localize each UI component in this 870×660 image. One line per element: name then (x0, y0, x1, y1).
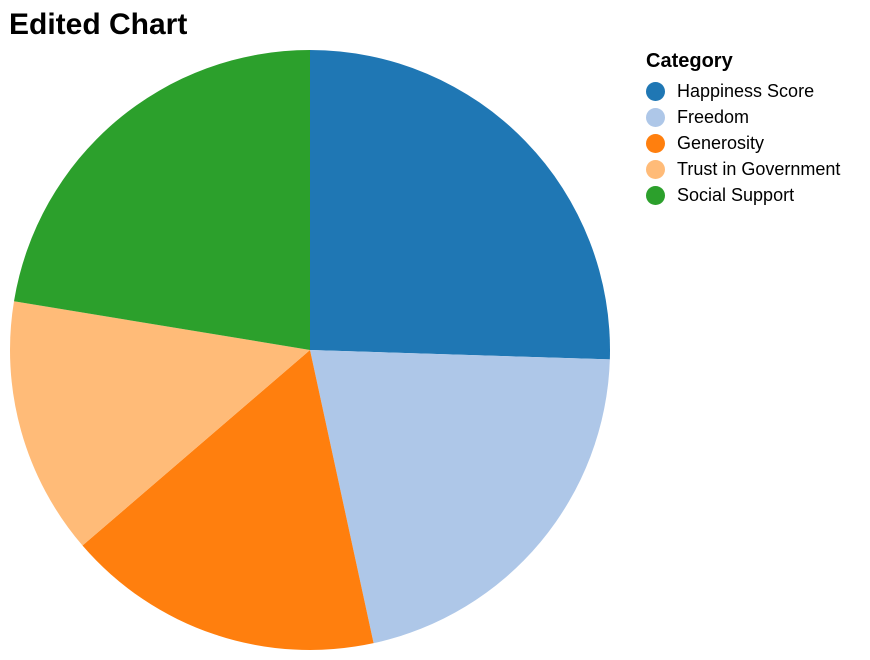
pie-slice-freedom (310, 350, 610, 644)
legend-label: Happiness Score (677, 80, 815, 101)
legend-item-freedom: Freedom (646, 104, 840, 130)
pie-slice-social-support (13, 50, 311, 350)
legend-swatch (646, 185, 665, 205)
legend: Category Happiness Score Freedom Generosit… (646, 48, 840, 208)
legend-swatch (646, 81, 665, 101)
pie-slice-generosity (82, 350, 374, 650)
pie-slice-trust-in-government (9, 301, 310, 546)
legend-item-happiness-score: Happiness Score (646, 78, 840, 104)
pie-slice-happiness-score (310, 50, 610, 360)
legend-label: Generosity (677, 132, 765, 153)
legend-title: Category (646, 50, 733, 72)
legend-swatch (646, 159, 665, 179)
legend-item-trust-in-government: Trust in Government (646, 156, 840, 182)
legend-label: Freedom (677, 106, 750, 127)
legend-swatch (646, 133, 665, 153)
legend-item-generosity: Generosity (646, 130, 840, 156)
chart-title: Edited Chart (9, 8, 188, 41)
legend-label: Trust in Government (677, 158, 841, 179)
legend-swatch (646, 107, 665, 127)
legend-item-social-support: Social Support (646, 182, 840, 208)
legend-label: Social Support (677, 184, 795, 205)
